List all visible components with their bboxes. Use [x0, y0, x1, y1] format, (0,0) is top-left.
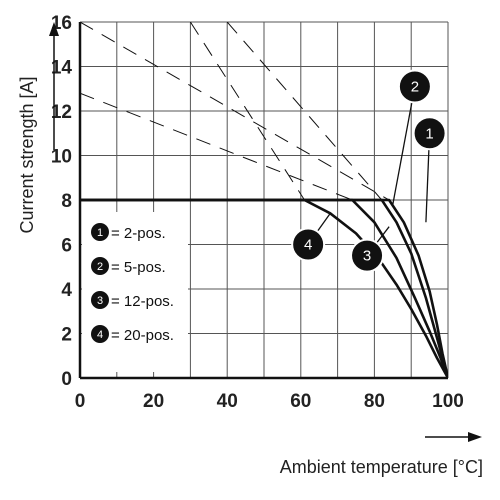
x-tick-label: 40 [217, 391, 238, 412]
y-tick-label: 12 [51, 102, 72, 123]
x-axis-title: Ambient temperature [°C] [280, 457, 483, 477]
series-curve-3 [80, 198, 448, 378]
series-curve-2 [80, 198, 448, 378]
y-axis-title: Current strength [A] [17, 76, 37, 233]
callout-marker-1 [412, 116, 447, 151]
dashed-curves [80, 22, 390, 201]
x-tick-label: 80 [364, 391, 385, 412]
legend-marker-number: 1 [97, 227, 103, 239]
legend-entry-2: = 5-pos. [111, 259, 166, 276]
series-callouts: 1 2 3 4 [291, 69, 447, 273]
callout-marker-4 [291, 227, 326, 262]
x-tick-label: 0 [75, 391, 86, 412]
callout-number-3: 3 [363, 248, 371, 265]
callout-marker-3 [350, 238, 385, 273]
y-direction-arrow [49, 22, 59, 150]
legend-marker-number: 2 [97, 261, 103, 273]
dashed-curve-1 [80, 22, 390, 201]
legend-marker-number: 3 [97, 295, 103, 307]
callout-number-1: 1 [425, 125, 433, 142]
callout-number-2: 2 [411, 79, 419, 96]
series-curve-1 [80, 198, 448, 378]
solid-curves [80, 198, 448, 378]
y-tick-label: 6 [61, 236, 72, 257]
legend-marker-3 [91, 291, 109, 309]
y-tick-label: 2 [61, 325, 72, 346]
y-tick-label: 8 [61, 191, 72, 212]
legend-marker-1 [91, 223, 109, 241]
legend-marker-number: 4 [97, 329, 103, 341]
x-tick-label: 60 [290, 391, 311, 412]
legend: 1 = 2-pos. 2 = 5-pos. 3 = 12-pos. 4 = 20-pos. [82, 212, 188, 372]
dashed-curve-2 [226, 22, 383, 201]
callout-leader-3 [376, 226, 390, 244]
callout-number-4: 4 [304, 237, 312, 254]
axes [78, 22, 448, 380]
callout-leader-2 [392, 102, 413, 205]
callout-marker-2 [397, 69, 432, 104]
legend-marker-2 [91, 257, 109, 275]
dashed-curve-3 [80, 92, 353, 201]
x-direction-arrow [425, 432, 482, 442]
callout-leader-1 [425, 149, 430, 223]
legend-entry-1: = 2-pos. [111, 225, 166, 242]
legend-entry-3: = 12-pos. [111, 293, 174, 310]
callout-leader-4 [316, 212, 331, 232]
y-tick-label: 4 [61, 280, 72, 301]
y-tick-label: 14 [51, 58, 73, 79]
x-tick-label: 100 [432, 391, 464, 412]
legend-entry-4: = 20-pos. [111, 327, 174, 344]
x-tick-label: 20 [143, 391, 164, 412]
y-tick-label: 0 [61, 369, 72, 390]
dashed-curve-4 [189, 22, 305, 201]
legend-marker-4 [91, 325, 109, 343]
y-tick-label: 10 [51, 147, 72, 168]
series-curve-4 [80, 198, 448, 378]
